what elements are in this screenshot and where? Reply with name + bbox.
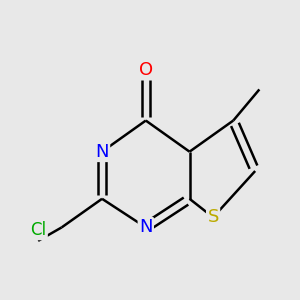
Text: Cl: Cl [30, 221, 46, 239]
Text: O: O [139, 61, 153, 79]
Text: N: N [95, 143, 109, 161]
Text: S: S [207, 208, 219, 226]
Text: N: N [139, 218, 152, 236]
